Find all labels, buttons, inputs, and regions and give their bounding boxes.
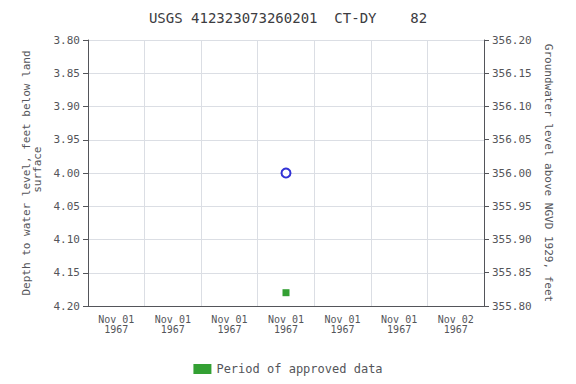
svg-text:1967: 1967 — [274, 324, 298, 335]
svg-text:4.10: 4.10 — [54, 233, 81, 246]
svg-text:1967: 1967 — [387, 324, 411, 335]
svg-text:1967: 1967 — [444, 324, 468, 335]
svg-text:356.05: 356.05 — [492, 133, 532, 146]
svg-text:4.00: 4.00 — [54, 167, 81, 180]
svg-text:3.90: 3.90 — [54, 100, 81, 113]
svg-text:3.95: 3.95 — [54, 133, 81, 146]
svg-text:USGS 412323073260201 CT-DY: USGS 412323073260201 CT-DY 82 — [149, 10, 427, 26]
svg-text:1967: 1967 — [331, 324, 355, 335]
svg-text:356.10: 356.10 — [492, 100, 532, 113]
svg-text:Nov 01: Nov 01 — [381, 313, 418, 325]
svg-text:356.00: 356.00 — [492, 167, 532, 180]
svg-text:Nov 01: Nov 01 — [324, 313, 361, 325]
svg-text:4.05: 4.05 — [54, 200, 81, 213]
svg-text:1967: 1967 — [217, 324, 241, 335]
svg-text:1967: 1967 — [161, 324, 185, 335]
svg-text:355.90: 355.90 — [492, 233, 532, 246]
svg-text:356.20: 356.20 — [492, 34, 532, 47]
svg-text:1967: 1967 — [104, 324, 128, 335]
svg-text:355.95: 355.95 — [492, 200, 532, 213]
svg-text:Nov 01: Nov 01 — [211, 313, 248, 325]
svg-text:Depth to water level, feet bel: Depth to water level, feet below land — [19, 50, 33, 296]
svg-text:3.80: 3.80 — [54, 34, 81, 47]
svg-text:Nov 02: Nov 02 — [437, 313, 474, 325]
svg-text:4.15: 4.15 — [54, 266, 81, 279]
svg-text:Nov 01: Nov 01 — [267, 313, 305, 325]
svg-text:Groundwater level above NGVD 1: Groundwater level above NGVD 1929, feet — [542, 44, 555, 302]
svg-text:surface: surface — [31, 147, 44, 200]
svg-text:356.15: 356.15 — [492, 67, 532, 80]
svg-text:Nov 01: Nov 01 — [98, 313, 135, 325]
svg-text:4.20: 4.20 — [54, 300, 81, 313]
svg-text:355.80: 355.80 — [492, 300, 532, 313]
svg-text:Nov 01: Nov 01 — [154, 313, 191, 325]
svg-text:Period of approved data: Period of approved data — [216, 362, 382, 376]
svg-text:355.85: 355.85 — [492, 266, 532, 279]
svg-text:3.85: 3.85 — [54, 67, 81, 80]
